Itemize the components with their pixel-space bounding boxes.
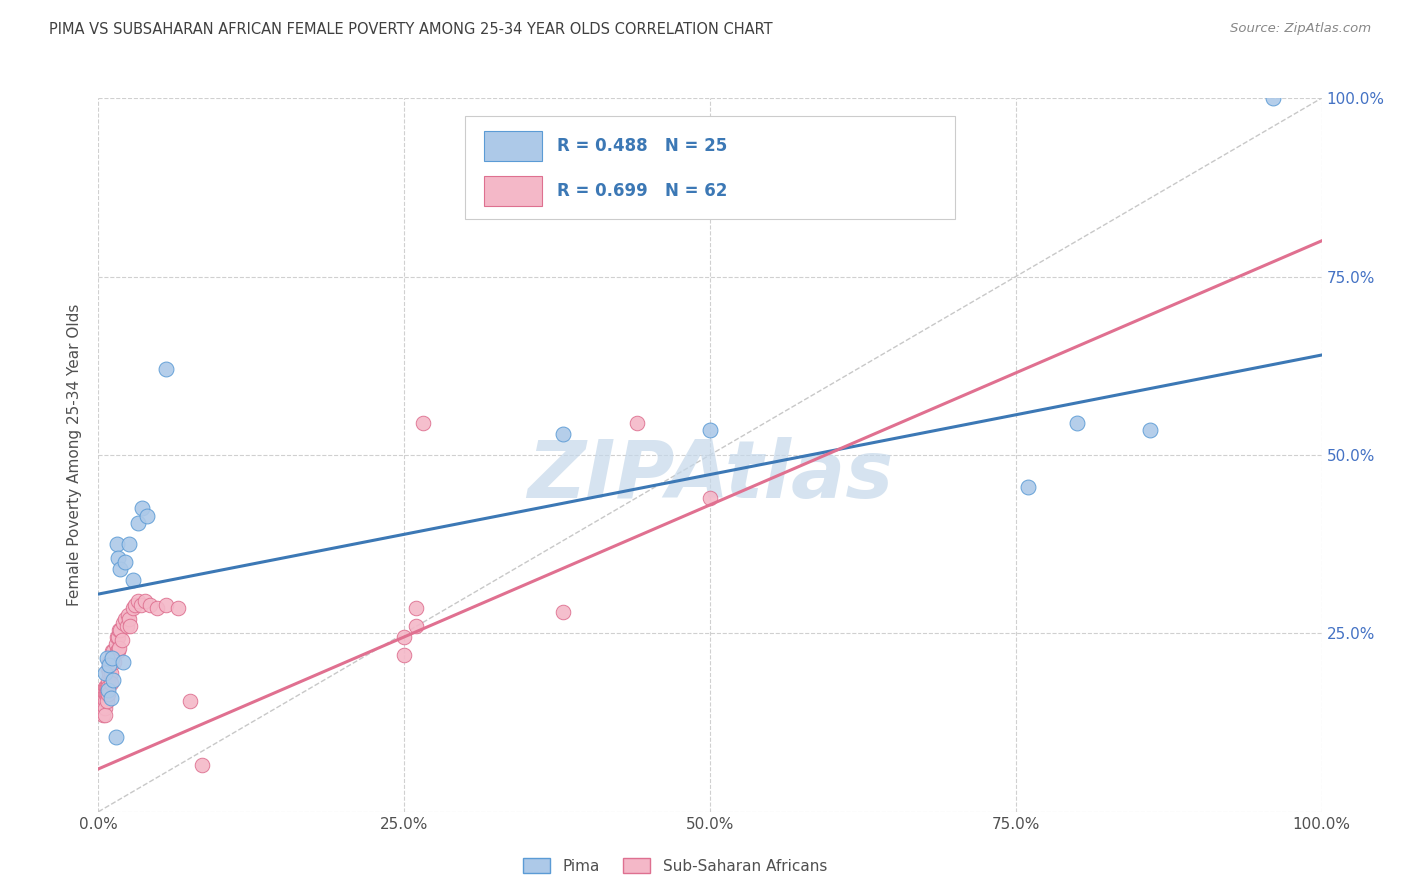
Point bbox=[1017, 480, 1039, 494]
Text: ZIPAtlas: ZIPAtlas bbox=[527, 437, 893, 516]
Point bbox=[699, 491, 721, 505]
Point bbox=[100, 676, 122, 690]
Point bbox=[105, 630, 128, 644]
Point bbox=[97, 687, 120, 701]
Point bbox=[553, 605, 575, 619]
Point bbox=[553, 426, 575, 441]
Point bbox=[98, 655, 121, 669]
Point bbox=[626, 416, 648, 430]
Point bbox=[96, 651, 118, 665]
Point bbox=[118, 612, 141, 626]
Point bbox=[110, 623, 132, 637]
Point bbox=[91, 701, 114, 715]
Point bbox=[100, 665, 122, 680]
Point bbox=[91, 708, 114, 723]
Point bbox=[100, 690, 122, 705]
Text: R = 0.699   N = 62: R = 0.699 N = 62 bbox=[557, 182, 727, 200]
Point bbox=[699, 423, 721, 437]
Text: PIMA VS SUBSAHARAN AFRICAN FEMALE POVERTY AMONG 25-34 YEAR OLDS CORRELATION CHAR: PIMA VS SUBSAHARAN AFRICAN FEMALE POVERT… bbox=[49, 22, 773, 37]
Point bbox=[392, 630, 416, 644]
Point bbox=[98, 665, 121, 680]
Point bbox=[405, 601, 427, 615]
Point bbox=[90, 687, 112, 701]
Point bbox=[108, 640, 131, 655]
Point bbox=[104, 637, 127, 651]
Point bbox=[97, 683, 120, 698]
Point bbox=[101, 655, 124, 669]
FancyBboxPatch shape bbox=[484, 131, 543, 161]
Point bbox=[94, 687, 117, 701]
Point bbox=[110, 562, 132, 576]
Point bbox=[96, 680, 118, 694]
Text: R = 0.488   N = 25: R = 0.488 N = 25 bbox=[557, 137, 727, 155]
Point bbox=[136, 508, 159, 523]
Point bbox=[98, 658, 121, 673]
Point bbox=[1261, 91, 1284, 105]
Point bbox=[93, 665, 115, 680]
Point bbox=[105, 644, 128, 658]
Point bbox=[93, 701, 115, 715]
Point bbox=[405, 619, 427, 633]
Point bbox=[167, 601, 190, 615]
FancyBboxPatch shape bbox=[465, 116, 955, 219]
Point bbox=[111, 633, 134, 648]
Point bbox=[104, 730, 127, 744]
Point bbox=[117, 608, 139, 623]
Point bbox=[121, 601, 143, 615]
Text: Source: ZipAtlas.com: Source: ZipAtlas.com bbox=[1230, 22, 1371, 36]
Point bbox=[101, 651, 124, 665]
Point bbox=[111, 615, 134, 630]
Point bbox=[93, 694, 115, 708]
Point bbox=[179, 694, 201, 708]
Point bbox=[155, 598, 177, 612]
FancyBboxPatch shape bbox=[484, 176, 543, 206]
Point bbox=[146, 601, 169, 615]
Point bbox=[101, 644, 124, 658]
Y-axis label: Female Poverty Among 25-34 Year Olds: Female Poverty Among 25-34 Year Olds bbox=[67, 304, 83, 606]
Point bbox=[120, 619, 142, 633]
Point bbox=[392, 648, 416, 662]
Point bbox=[93, 680, 115, 694]
Point bbox=[114, 555, 136, 569]
Point bbox=[93, 687, 115, 701]
Point bbox=[93, 708, 115, 723]
Point bbox=[103, 655, 125, 669]
Point bbox=[155, 362, 177, 376]
Point bbox=[1139, 423, 1161, 437]
Point bbox=[114, 612, 136, 626]
Point bbox=[129, 598, 152, 612]
Point bbox=[134, 594, 156, 608]
Point bbox=[94, 680, 117, 694]
Point bbox=[97, 662, 120, 676]
Point bbox=[108, 623, 131, 637]
Point bbox=[124, 598, 146, 612]
Point bbox=[115, 619, 138, 633]
Point bbox=[107, 551, 129, 566]
Point bbox=[127, 516, 149, 530]
Point bbox=[107, 630, 129, 644]
Point bbox=[105, 537, 128, 551]
Point bbox=[100, 655, 122, 669]
Point bbox=[96, 687, 118, 701]
Legend: Pima, Sub-Saharan Africans: Pima, Sub-Saharan Africans bbox=[517, 852, 832, 880]
Point bbox=[97, 673, 120, 687]
Point bbox=[412, 416, 434, 430]
Point bbox=[127, 594, 149, 608]
Point bbox=[91, 694, 114, 708]
Point bbox=[101, 644, 124, 658]
Point bbox=[1066, 416, 1088, 430]
Point bbox=[139, 598, 162, 612]
Point bbox=[96, 694, 118, 708]
Point bbox=[101, 673, 124, 687]
Point bbox=[111, 655, 134, 669]
Point bbox=[118, 537, 141, 551]
Point bbox=[191, 758, 214, 772]
Point bbox=[131, 501, 153, 516]
Point bbox=[121, 573, 143, 587]
Point bbox=[107, 644, 129, 658]
Point bbox=[91, 701, 114, 715]
Point bbox=[97, 680, 120, 694]
